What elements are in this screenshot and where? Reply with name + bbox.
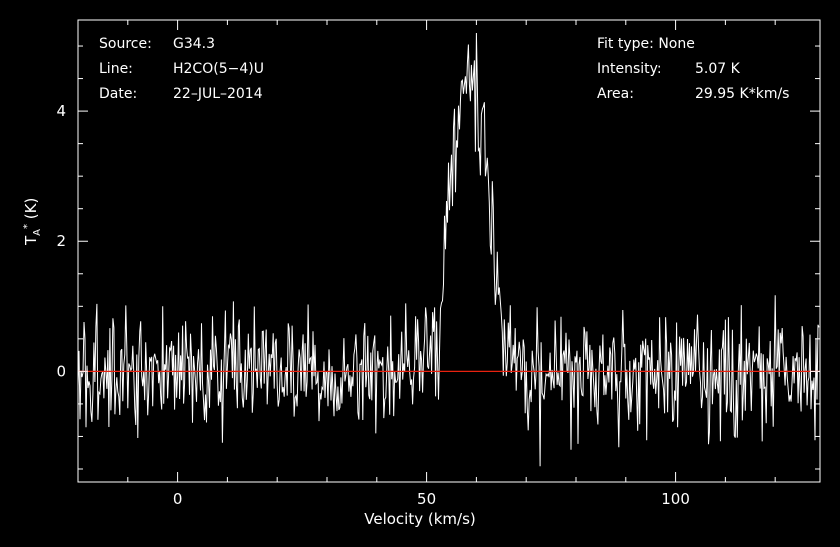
- y-label-unit: (K): [22, 197, 40, 220]
- x-tick-label: 100: [661, 490, 690, 508]
- plot-area: [77, 32, 820, 467]
- fit-label: Fit type:: [597, 36, 654, 52]
- y-tick-label: 4: [56, 102, 66, 120]
- source-value: G34.3: [173, 36, 216, 52]
- y-tick-label: 0: [56, 362, 66, 380]
- plot-frame: [77, 19, 821, 483]
- intensity-label: Intensity:: [597, 61, 662, 77]
- source-label: Source:: [99, 36, 152, 52]
- x-tick-label: 50: [417, 490, 436, 508]
- axes: 0 50 100 0 2 4: [56, 19, 821, 508]
- line-label: Line:: [99, 61, 133, 77]
- y-label-sub: A: [32, 228, 43, 236]
- source-info: Source: G34.3: [99, 36, 215, 52]
- x-tick-label: 0: [173, 490, 183, 508]
- y-label-main: T: [22, 235, 40, 245]
- area-value: 29.95 K*km/s: [695, 86, 790, 102]
- area-info: Area: 29.95 K*km/s: [597, 86, 789, 102]
- line-info: Line: H2CO(5−4)U: [99, 61, 264, 77]
- y-label-sup: *: [22, 223, 33, 229]
- date-info: Date: 22–JUL–2014: [99, 86, 263, 102]
- intensity-info: Intensity: 5.07 K: [597, 61, 740, 77]
- fit-value: None: [658, 36, 695, 52]
- date-label: Date:: [99, 86, 138, 102]
- date-value: 22–JUL–2014: [173, 86, 263, 102]
- y-axis-label: TA* (K): [22, 198, 43, 245]
- x-axis-label: Velocity (km/s): [364, 510, 476, 528]
- area-label: Area:: [597, 86, 634, 102]
- line-value: H2CO(5−4)U: [173, 61, 264, 77]
- fit-info: Fit type: None: [597, 36, 695, 52]
- y-tick-label: 2: [56, 232, 66, 250]
- intensity-value: 5.07 K: [695, 61, 740, 77]
